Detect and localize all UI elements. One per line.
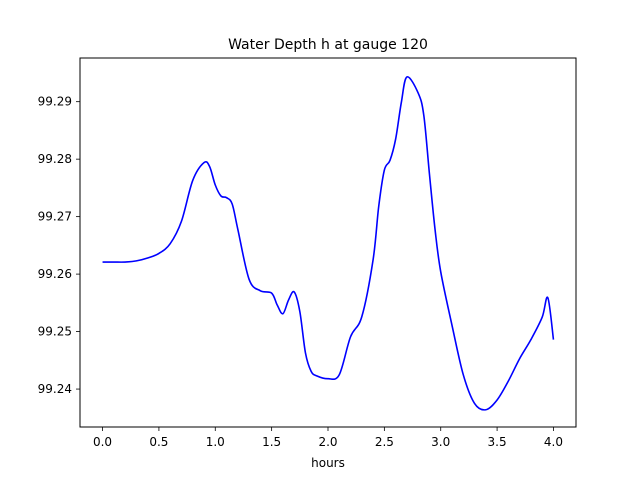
x-axis-ticks: 0.0 0.5 1.0 1.5 2.0 2.5 3.0 3.5 4.0	[93, 427, 563, 449]
x-tick-label: 2.0	[318, 435, 337, 449]
chart-title: Water Depth h at gauge 120	[228, 37, 428, 53]
x-tick-label: 1.5	[262, 435, 281, 449]
x-tick-label: 4.0	[544, 435, 563, 449]
series-line-0	[102, 76, 555, 411]
x-tick-label: 0.5	[149, 435, 168, 449]
y-tick-label: 99.24	[38, 382, 72, 396]
y-tick-label: 99.25	[38, 325, 72, 339]
x-tick-label: 2.5	[375, 435, 394, 449]
plot-frame	[79, 57, 577, 428]
y-tick-label: 99.28	[38, 152, 72, 166]
y-tick-label: 99.27	[38, 210, 72, 224]
x-tick-label: 1.0	[206, 435, 225, 449]
plot-area	[102, 76, 555, 411]
x-axis-label: hours	[311, 456, 345, 470]
x-tick-label: 0.0	[93, 435, 112, 449]
y-axis-ticks: 99.24 99.25 99.26 99.27 99.28 99.29	[38, 95, 80, 396]
y-tick-label: 99.26	[38, 267, 72, 281]
x-tick-label: 3.5	[488, 435, 507, 449]
y-tick-label: 99.29	[38, 95, 72, 109]
x-tick-label: 3.0	[431, 435, 450, 449]
